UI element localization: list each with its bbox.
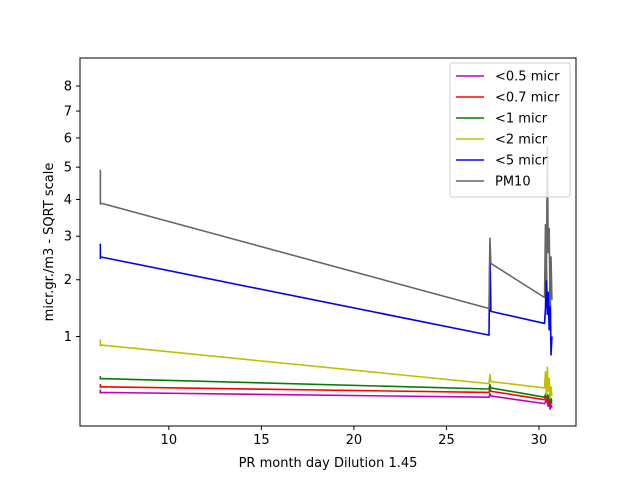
series-line-5 xyxy=(99,145,553,310)
x-axis: 10 15 20 25 30 xyxy=(161,426,548,448)
y-tick-label: 3 xyxy=(64,230,72,245)
series-line-1 xyxy=(99,383,553,406)
series-line-4 xyxy=(99,243,553,356)
x-tick-label: 30 xyxy=(531,433,548,448)
x-tick-label: 10 xyxy=(161,433,178,448)
y-axis: 1 2 3 4 5 6 7 8 xyxy=(64,80,80,345)
y-tick-label: 1 xyxy=(64,330,72,345)
y-tick-label: 5 xyxy=(64,161,72,176)
y-tick-label: 6 xyxy=(64,131,72,146)
legend-label: PM10 xyxy=(495,175,531,190)
y-tick-label: 2 xyxy=(64,273,72,288)
y-tick-label: 8 xyxy=(64,80,72,95)
legend-label: <5 micr xyxy=(495,154,548,169)
series-line-2 xyxy=(99,375,553,404)
legend: <0.5 micr <0.7 micr <1 micr <2 micr <5 micr P… xyxy=(449,62,571,198)
x-tick-label: 20 xyxy=(346,433,363,448)
x-axis-label: PR month day Dilution 1.45 xyxy=(239,456,418,471)
plot-frame xyxy=(79,57,577,427)
legend-label: <0.5 micr xyxy=(495,70,560,85)
legend-label: <0.7 micr xyxy=(495,91,560,106)
series-line-3 xyxy=(99,339,553,400)
y-tick-label: 4 xyxy=(64,193,72,208)
legend-label: <2 micr xyxy=(495,133,548,148)
legend-label: <1 micr xyxy=(495,112,548,127)
x-tick-label: 25 xyxy=(438,433,455,448)
x-tick-label: 15 xyxy=(253,433,270,448)
series-line-0 xyxy=(99,389,553,411)
y-axis-label: micr.gr./m3 - SQRT scale xyxy=(42,163,57,322)
series-lines xyxy=(99,145,553,411)
y-tick-label: 7 xyxy=(64,105,72,120)
